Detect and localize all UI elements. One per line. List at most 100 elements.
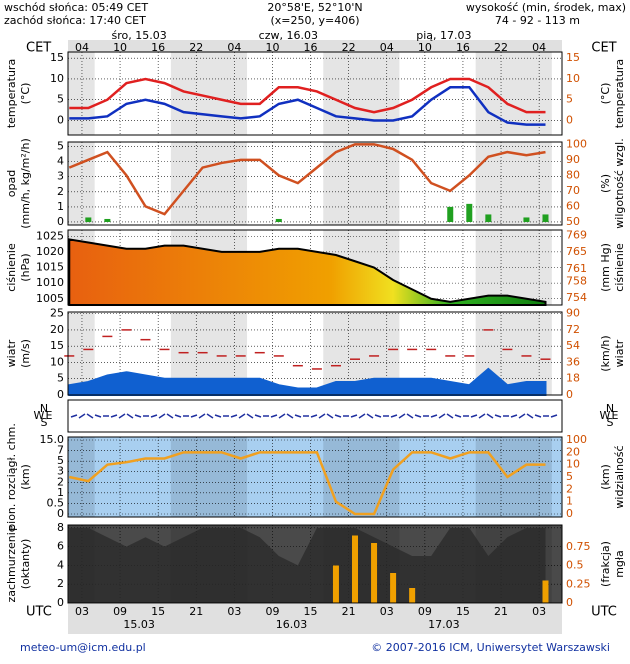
- axis-label: ciśnienie: [5, 243, 18, 292]
- wind-arrow: [246, 413, 254, 419]
- wind-dir-bg: [67, 399, 563, 433]
- wind-arrow: [238, 413, 246, 419]
- bottom-tick-label: 15: [151, 605, 165, 618]
- top-tick-label: 22: [342, 41, 356, 54]
- night-shade: [475, 437, 552, 517]
- wind-arrow: [414, 414, 422, 418]
- night-shade: [68, 142, 95, 225]
- wind-arrow: [270, 414, 278, 418]
- axis-label: zachmurzenie: [5, 525, 18, 602]
- y-tick-label: 1: [57, 486, 64, 499]
- email: meteo-um@icm.edu.pl: [20, 641, 146, 654]
- y2-tick-label: 80: [566, 168, 580, 181]
- panel-frame: [67, 141, 563, 226]
- bottom-day-label: 15.03: [123, 618, 155, 631]
- y2-tick-label: 2: [566, 482, 573, 495]
- panel-frame: [67, 436, 563, 518]
- wind-arrow: [206, 413, 214, 419]
- axis-label: (°C): [19, 83, 32, 105]
- wind-arrow: [86, 413, 94, 419]
- series-area: [68, 238, 547, 306]
- y2-tick-label: 5: [566, 93, 573, 106]
- bar: [352, 535, 359, 603]
- wind-arrow: [446, 413, 454, 419]
- sunset: zachód słońca: 17:40 CET: [4, 14, 146, 27]
- bar: [485, 214, 492, 222]
- y-tick-label: 15: [50, 339, 64, 352]
- axis-label: (m/s): [19, 339, 32, 368]
- y-tick-label: 1015: [36, 261, 64, 274]
- y-tick-label: 3: [57, 170, 64, 183]
- y2-tick-label: 54: [566, 339, 580, 352]
- bottom-tick-label: 03: [75, 605, 89, 618]
- wind-arrow: [438, 413, 446, 419]
- wind-arrow: [126, 413, 134, 419]
- wind-arrow: [526, 413, 534, 419]
- top-tick-label: 22: [189, 41, 203, 54]
- y-tick-label: 4: [57, 558, 64, 571]
- top-tick-label: 16: [456, 41, 470, 54]
- y2-tick-label: 0: [566, 507, 573, 520]
- axis-label: wilgotność wzgl.: [613, 138, 626, 228]
- wind-arrow: [534, 414, 542, 418]
- y-tick-label: 0: [57, 388, 64, 401]
- y-tick-label: 1005: [36, 292, 64, 305]
- top-tick-label: 10: [113, 41, 127, 54]
- y2-tick-label: 0: [566, 596, 573, 609]
- bar: [447, 206, 454, 222]
- bottom-tick-label: 03: [227, 605, 241, 618]
- wind-arrow: [478, 413, 486, 419]
- wind-arrow: [406, 413, 414, 419]
- coords: 20°58'E, 52°10'N: [267, 1, 362, 14]
- axis-label: mgła: [613, 550, 626, 578]
- compass-right: N: [606, 402, 614, 415]
- panel-bg: [68, 52, 562, 135]
- top-tick-label: 04: [227, 41, 241, 54]
- axis-label: (mm/h, kg/m²/h): [19, 138, 32, 229]
- bar: [275, 218, 282, 222]
- wind-arrow: [254, 414, 262, 418]
- axis-label: pion. rozciągł. chm.: [5, 423, 18, 531]
- axis-label: opad: [5, 170, 18, 197]
- y2-tick-label: 769: [566, 228, 587, 241]
- y-tick-label: 10: [50, 355, 64, 368]
- night-shade: [170, 142, 248, 225]
- y2-tick-label: 10: [566, 72, 580, 85]
- top-day-label: śro, 15.03: [111, 29, 166, 42]
- axis-label: (frakcja): [599, 541, 612, 587]
- series-line: [69, 77, 546, 114]
- cet-right: CET: [591, 41, 616, 56]
- y-tick-label: 5: [57, 93, 64, 106]
- y-tick-label: 0: [57, 507, 64, 520]
- y2-tick-label: 70: [566, 184, 580, 197]
- y2-tick-label: 0.5: [566, 559, 584, 572]
- top-day-label: pią, 17.03: [416, 29, 471, 42]
- y-tick-label: 7: [57, 444, 64, 457]
- y-tick-label: 15.0: [40, 433, 65, 446]
- series-line: [69, 451, 546, 516]
- axis-label: (oktanty): [19, 539, 32, 590]
- compass-left: W: [34, 409, 45, 422]
- wind-arrow: [310, 414, 318, 418]
- axis-label: widzialność: [613, 445, 626, 508]
- y2-tick-label: 10: [566, 458, 580, 471]
- utc-left: UTC: [26, 605, 52, 620]
- y-tick-label: 1010: [36, 276, 64, 289]
- wind-arrow: [390, 414, 398, 418]
- top-tick-label: 22: [494, 41, 508, 54]
- compass-right: S: [607, 416, 614, 429]
- bar: [542, 580, 549, 603]
- wind-arrow: [358, 413, 366, 419]
- wind-arrow: [278, 413, 286, 419]
- axis-label: temperatura: [5, 59, 18, 128]
- y2-tick-label: 60: [566, 199, 580, 212]
- wind-arrow: [94, 414, 102, 418]
- bottom-tick-label: 09: [418, 605, 432, 618]
- night-shade: [475, 230, 552, 305]
- bar: [371, 543, 378, 603]
- wind-arrow: [510, 414, 518, 418]
- axis-label: (%): [599, 174, 612, 193]
- bottom-tick-label: 15: [456, 605, 470, 618]
- y-tick-label: 5: [57, 454, 64, 467]
- series-area: [68, 367, 547, 396]
